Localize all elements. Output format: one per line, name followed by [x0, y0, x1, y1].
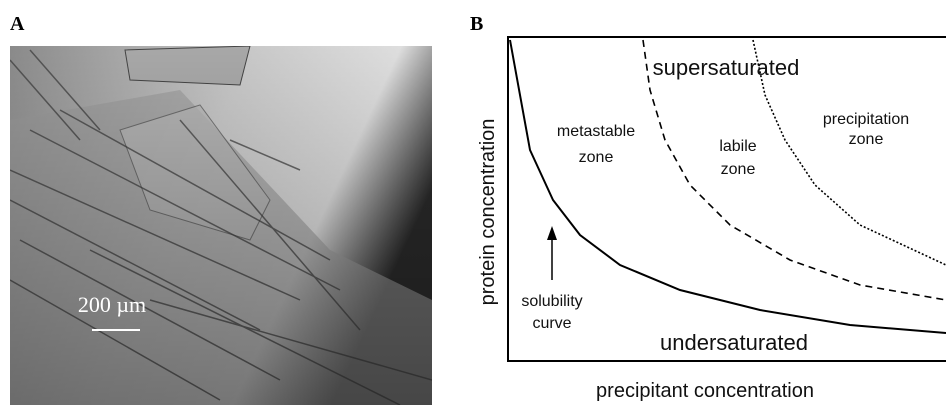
plot-frame — [507, 36, 946, 362]
solubility-curve — [509, 39, 946, 334]
arrow-head — [547, 226, 557, 240]
region-label: undersaturated — [660, 330, 808, 355]
y-axis-label: protein concentration — [477, 119, 499, 306]
x-axis-label: precipitant concentration — [596, 380, 814, 402]
curve-label: solubility — [521, 293, 582, 310]
scale-bar-label: 200 µm — [78, 292, 146, 317]
micrograph — [10, 46, 432, 405]
region-label: supersaturated — [653, 55, 800, 80]
region-label: precipitation — [823, 111, 909, 128]
region-label: zone — [849, 131, 884, 148]
region-label: zone — [579, 149, 614, 166]
region-label: metastable — [557, 123, 635, 140]
metastable-boundary — [642, 39, 946, 301]
panel-label: B — [470, 13, 483, 35]
curve-label: curve — [532, 315, 571, 332]
region-label: zone — [721, 161, 756, 178]
region-label: labile — [719, 138, 756, 155]
panel-label: A — [10, 13, 25, 35]
precipitation-boundary — [752, 39, 946, 266]
